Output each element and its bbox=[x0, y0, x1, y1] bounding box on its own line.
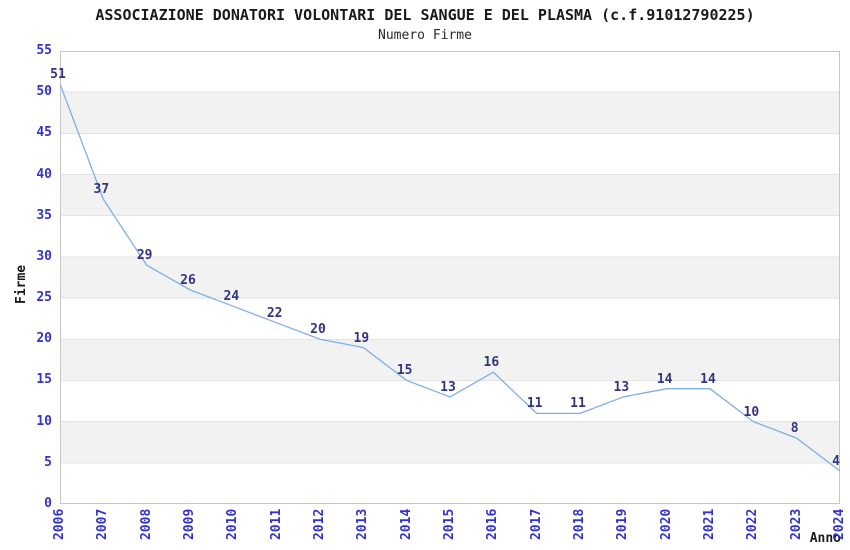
data-point-label: 14 bbox=[700, 371, 716, 387]
data-point-label: 24 bbox=[223, 289, 240, 305]
data-point-label: 20 bbox=[310, 322, 326, 338]
data-point-label: 10 bbox=[743, 404, 760, 420]
x-tick-label: 2006 bbox=[52, 509, 67, 541]
plot-border bbox=[60, 51, 840, 504]
x-tick-label: 2015 bbox=[442, 509, 457, 541]
x-axis-title: Anno bbox=[809, 531, 841, 546]
plot-band bbox=[60, 339, 840, 381]
x-tick-label: 2022 bbox=[745, 509, 761, 541]
y-tick-label: 45 bbox=[36, 125, 52, 141]
x-tick-label: 2019 bbox=[615, 509, 631, 541]
x-tick-label: 2021 bbox=[702, 509, 717, 541]
data-point-label: 13 bbox=[440, 379, 456, 395]
data-point-label: 22 bbox=[266, 305, 283, 321]
y-tick-label: 30 bbox=[36, 248, 52, 264]
x-tick-label: 2007 bbox=[95, 509, 111, 541]
y-tick-label: 0 bbox=[44, 496, 52, 511]
data-point-label: 8 bbox=[790, 421, 799, 437]
x-tick-label: 2017 bbox=[528, 509, 544, 541]
data-point-label: 13 bbox=[613, 379, 630, 395]
plot-band bbox=[60, 421, 840, 463]
x-tick-label: 2020 bbox=[658, 509, 674, 541]
data-point-label: 4 bbox=[832, 454, 840, 470]
x-tick-label: 2008 bbox=[138, 509, 154, 541]
x-tick-label: 2009 bbox=[182, 509, 197, 541]
y-tick-label: 15 bbox=[36, 372, 52, 388]
data-point-label: 11 bbox=[570, 396, 586, 412]
plot-band bbox=[60, 174, 840, 216]
y-tick-label: 20 bbox=[36, 331, 52, 347]
x-tick-label: 2010 bbox=[225, 509, 241, 541]
x-tick-label: 2012 bbox=[312, 509, 327, 541]
data-point-label: 29 bbox=[136, 248, 153, 264]
data-point-label: 51 bbox=[50, 66, 66, 82]
data-point-label: 37 bbox=[93, 182, 110, 198]
x-tick-label: 2018 bbox=[572, 509, 587, 541]
y-tick-label: 40 bbox=[36, 166, 52, 182]
y-tick-label: 25 bbox=[36, 290, 52, 306]
data-point-label: 11 bbox=[526, 396, 543, 412]
chart-title: ASSOCIAZIONE DONATORI VOLONTARI DEL SANG… bbox=[95, 6, 755, 24]
plot-band bbox=[60, 256, 840, 299]
plot-band bbox=[60, 92, 840, 134]
x-tick-label: 2013 bbox=[355, 509, 371, 541]
y-tick-label: 10 bbox=[36, 413, 52, 429]
y-tick-label: 50 bbox=[36, 84, 52, 100]
plot-area bbox=[60, 51, 840, 504]
x-tick-label: 2014 bbox=[398, 509, 414, 541]
x-tick-label: 2016 bbox=[485, 509, 501, 541]
data-point-label: 26 bbox=[180, 272, 196, 288]
data-point-label: 19 bbox=[353, 330, 370, 346]
y-tick-label: 55 bbox=[36, 43, 52, 58]
data-line bbox=[60, 83, 840, 472]
y-tick-label: 5 bbox=[44, 454, 52, 470]
data-point-label: 14 bbox=[656, 371, 673, 387]
y-tick-label: 35 bbox=[36, 207, 52, 223]
chart-subtitle: Numero Firme bbox=[378, 28, 472, 43]
x-tick-label: 2011 bbox=[268, 509, 284, 541]
data-point-label: 15 bbox=[396, 363, 413, 379]
x-tick-label: 2024 bbox=[832, 509, 847, 541]
x-tick-label: 2023 bbox=[788, 509, 804, 541]
data-point-label: 16 bbox=[483, 355, 500, 371]
